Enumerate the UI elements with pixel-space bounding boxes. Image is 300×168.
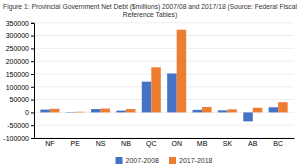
tick-label: 0 <box>25 109 29 116</box>
grid-line <box>34 61 294 62</box>
tick-mark <box>31 100 34 101</box>
tick-mark <box>31 87 34 88</box>
grid-line <box>34 73 294 74</box>
legend-item: 2007-2008 <box>116 157 160 164</box>
tick-label: 350000 <box>6 20 29 27</box>
grid-line <box>34 99 294 100</box>
tick: PE <box>71 140 81 147</box>
tick: 200000 <box>6 58 34 65</box>
tick: QC <box>146 140 157 148</box>
bar <box>101 109 111 113</box>
bar <box>193 110 203 113</box>
bars <box>40 30 287 122</box>
chart: Figure 1: Provincial Government Net Debt… <box>0 0 300 168</box>
grid <box>34 23 294 138</box>
bar <box>126 109 136 112</box>
bar <box>66 112 76 113</box>
legend-item: 2017-2018 <box>169 157 213 164</box>
grid-line <box>34 125 294 126</box>
title-line: Reference Tables) <box>123 11 177 19</box>
tick-label: NF <box>45 140 54 147</box>
tick-label: -100000 <box>3 135 29 142</box>
bar <box>40 110 50 113</box>
tick-mark <box>31 125 34 126</box>
tick-label: AB <box>248 140 258 147</box>
tick: -50000 <box>7 122 34 129</box>
tick-label: NS <box>96 140 106 147</box>
tick: 100000 <box>6 84 34 91</box>
bar <box>227 109 237 112</box>
tick-label: SK <box>223 140 233 147</box>
tick-label: MB <box>197 140 208 147</box>
tick-mark <box>31 112 34 113</box>
tick-label: PE <box>71 140 81 147</box>
legend-label: 2017-2018 <box>179 157 213 164</box>
legend-label: 2007-2008 <box>126 157 160 164</box>
bar <box>91 109 101 112</box>
bar <box>50 109 60 113</box>
tick-label: BC <box>273 140 283 147</box>
tick-label: QC <box>146 140 157 148</box>
tick: 250000 <box>6 45 34 52</box>
tick-label: ON <box>171 140 182 147</box>
grid-line <box>34 48 294 49</box>
tick: -100000 <box>3 135 34 142</box>
tick: 0 <box>25 109 34 116</box>
x-axis: NF PE NS NB QC ON MB SK AB BC <box>35 139 295 148</box>
bar <box>218 110 228 112</box>
tick-mark <box>31 61 34 62</box>
tick: SK <box>223 140 233 147</box>
tick: 150000 <box>6 71 34 78</box>
bar <box>202 107 212 112</box>
tick-mark <box>31 48 34 49</box>
tick-mark <box>31 138 34 139</box>
bar <box>253 108 263 113</box>
legend-swatch <box>169 157 176 164</box>
y-axis: -100000 -50000 0 50000 100000 150000 200000 250… <box>3 20 34 142</box>
tick: NB <box>121 140 131 147</box>
series <box>50 30 288 113</box>
axis-line <box>31 23 35 138</box>
bar <box>269 107 279 112</box>
bar <box>116 111 126 113</box>
tick-label: 150000 <box>6 71 29 78</box>
tick: AB <box>248 140 258 147</box>
bar <box>167 73 177 112</box>
tick: BC <box>273 140 283 147</box>
tick: 350000 <box>6 20 34 27</box>
bar <box>142 82 152 113</box>
title: Figure 1: Provincial Government Net Debt… <box>3 3 297 19</box>
tick-label: 200000 <box>6 58 29 65</box>
bar <box>151 67 161 112</box>
axis-line <box>35 138 295 139</box>
tick: NS <box>96 140 106 147</box>
bar <box>75 111 85 113</box>
grid-line <box>34 86 294 87</box>
tick-mark <box>31 74 34 75</box>
bar <box>177 30 187 113</box>
tick-label: 50000 <box>10 96 30 103</box>
chart-container: Figure 1: Provincial Government Net Debt… <box>0 0 300 168</box>
bar <box>278 102 288 112</box>
tick: NF <box>45 140 54 147</box>
grid-line <box>34 35 294 36</box>
tick: ON <box>171 140 182 147</box>
tick-label: -50000 <box>7 122 29 129</box>
bar <box>243 112 253 121</box>
legend: 2007-2008 2017-2018 <box>116 157 213 164</box>
tick-mark <box>31 36 34 37</box>
grid-line <box>34 138 294 139</box>
tick-label: 300000 <box>6 32 29 39</box>
grid-line <box>34 22 294 23</box>
title-line: Figure 1: Provincial Government Net Debt… <box>3 3 297 11</box>
tick: MB <box>197 140 208 147</box>
plot: -100000 -50000 0 50000 100000 150000 200000 250… <box>3 20 294 148</box>
legend-swatch <box>116 157 123 164</box>
tick-label: NB <box>121 140 131 147</box>
tick-label: 100000 <box>6 84 29 91</box>
tick: 300000 <box>6 32 34 39</box>
tick-label: 250000 <box>6 45 29 52</box>
tick-mark <box>31 23 34 24</box>
tick: 50000 <box>10 96 34 103</box>
